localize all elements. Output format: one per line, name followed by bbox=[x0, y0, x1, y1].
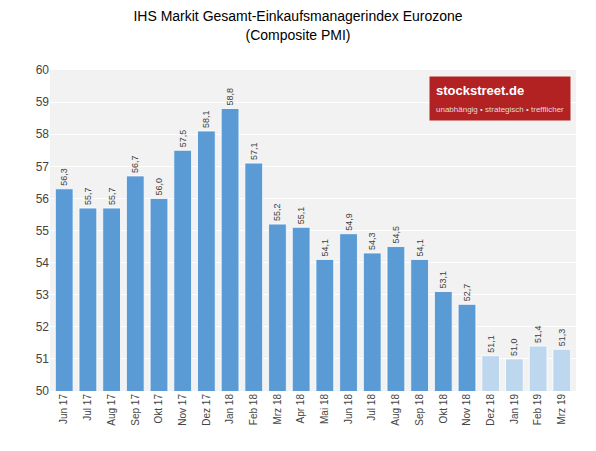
svg-text:57,1: 57,1 bbox=[249, 143, 259, 161]
svg-text:Feb 19: Feb 19 bbox=[532, 394, 543, 426]
svg-text:57: 57 bbox=[36, 160, 50, 174]
svg-text:52,7: 52,7 bbox=[462, 284, 472, 302]
svg-text:54: 54 bbox=[36, 256, 50, 270]
svg-text:Mai 18: Mai 18 bbox=[319, 394, 330, 424]
svg-text:Mrz 19: Mrz 19 bbox=[556, 394, 567, 425]
svg-text:53: 53 bbox=[36, 288, 50, 302]
svg-text:Jun 17: Jun 17 bbox=[58, 394, 69, 424]
svg-text:Okt 17: Okt 17 bbox=[153, 394, 164, 424]
svg-text:Mrz 18: Mrz 18 bbox=[272, 394, 283, 425]
svg-text:Dez 17: Dez 17 bbox=[201, 394, 212, 426]
svg-text:Dez 18: Dez 18 bbox=[485, 394, 496, 426]
svg-text:Jun 18: Jun 18 bbox=[343, 394, 354, 424]
svg-text:stockstreet.deunabhängig • str: stockstreet.deunabhängig • strategisch •… bbox=[436, 83, 564, 114]
svg-text:51,0: 51,0 bbox=[509, 338, 519, 356]
svg-text:51: 51 bbox=[36, 352, 50, 366]
svg-text:58: 58 bbox=[36, 127, 50, 141]
svg-text:Sep 17: Sep 17 bbox=[130, 394, 141, 426]
svg-text:56,3: 56,3 bbox=[59, 168, 69, 186]
svg-text:55,1: 55,1 bbox=[296, 207, 306, 225]
svg-text:57,5: 57,5 bbox=[178, 130, 188, 148]
svg-text:IHS Markit Gesamt-Einkaufsmana: IHS Markit Gesamt-Einkaufsmanagerindex E… bbox=[133, 8, 462, 42]
svg-text:54,1: 54,1 bbox=[415, 239, 425, 257]
svg-text:Nov 17: Nov 17 bbox=[177, 394, 188, 426]
svg-text:55,7: 55,7 bbox=[107, 187, 117, 205]
svg-text:50: 50 bbox=[36, 384, 50, 398]
svg-text:Feb 18: Feb 18 bbox=[248, 394, 259, 426]
svg-text:Nov 18: Nov 18 bbox=[461, 394, 472, 426]
svg-text:58,8: 58,8 bbox=[225, 88, 235, 106]
svg-text:Jan 18: Jan 18 bbox=[224, 394, 235, 424]
svg-text:59: 59 bbox=[36, 95, 50, 109]
svg-text:51,1: 51,1 bbox=[486, 335, 496, 353]
svg-text:51,4: 51,4 bbox=[533, 326, 543, 344]
svg-text:56,7: 56,7 bbox=[130, 155, 140, 173]
svg-text:Jan 19: Jan 19 bbox=[509, 394, 520, 424]
svg-text:Jul 18: Jul 18 bbox=[366, 394, 377, 421]
svg-text:55,7: 55,7 bbox=[83, 187, 93, 205]
svg-text:56,0: 56,0 bbox=[154, 178, 164, 196]
svg-text:Sep 18: Sep 18 bbox=[414, 394, 425, 426]
svg-text:54,5: 54,5 bbox=[391, 226, 401, 244]
svg-text:54,3: 54,3 bbox=[367, 232, 377, 250]
svg-text:54,9: 54,9 bbox=[344, 213, 354, 231]
svg-text:Apr 18: Apr 18 bbox=[295, 394, 306, 424]
svg-text:Okt 18: Okt 18 bbox=[438, 394, 449, 424]
svg-text:60: 60 bbox=[36, 63, 50, 77]
svg-text:Aug 17: Aug 17 bbox=[106, 394, 117, 426]
svg-text:55,2: 55,2 bbox=[272, 204, 282, 222]
svg-text:Jul 17: Jul 17 bbox=[82, 394, 93, 421]
svg-text:51,3: 51,3 bbox=[557, 329, 567, 347]
svg-text:52: 52 bbox=[36, 320, 50, 334]
svg-text:58,1: 58,1 bbox=[201, 110, 211, 128]
svg-text:54,1: 54,1 bbox=[320, 239, 330, 257]
svg-text:56: 56 bbox=[36, 192, 50, 206]
svg-text:55: 55 bbox=[36, 224, 50, 238]
svg-text:Aug 18: Aug 18 bbox=[390, 394, 401, 426]
svg-text:53,1: 53,1 bbox=[438, 271, 448, 289]
